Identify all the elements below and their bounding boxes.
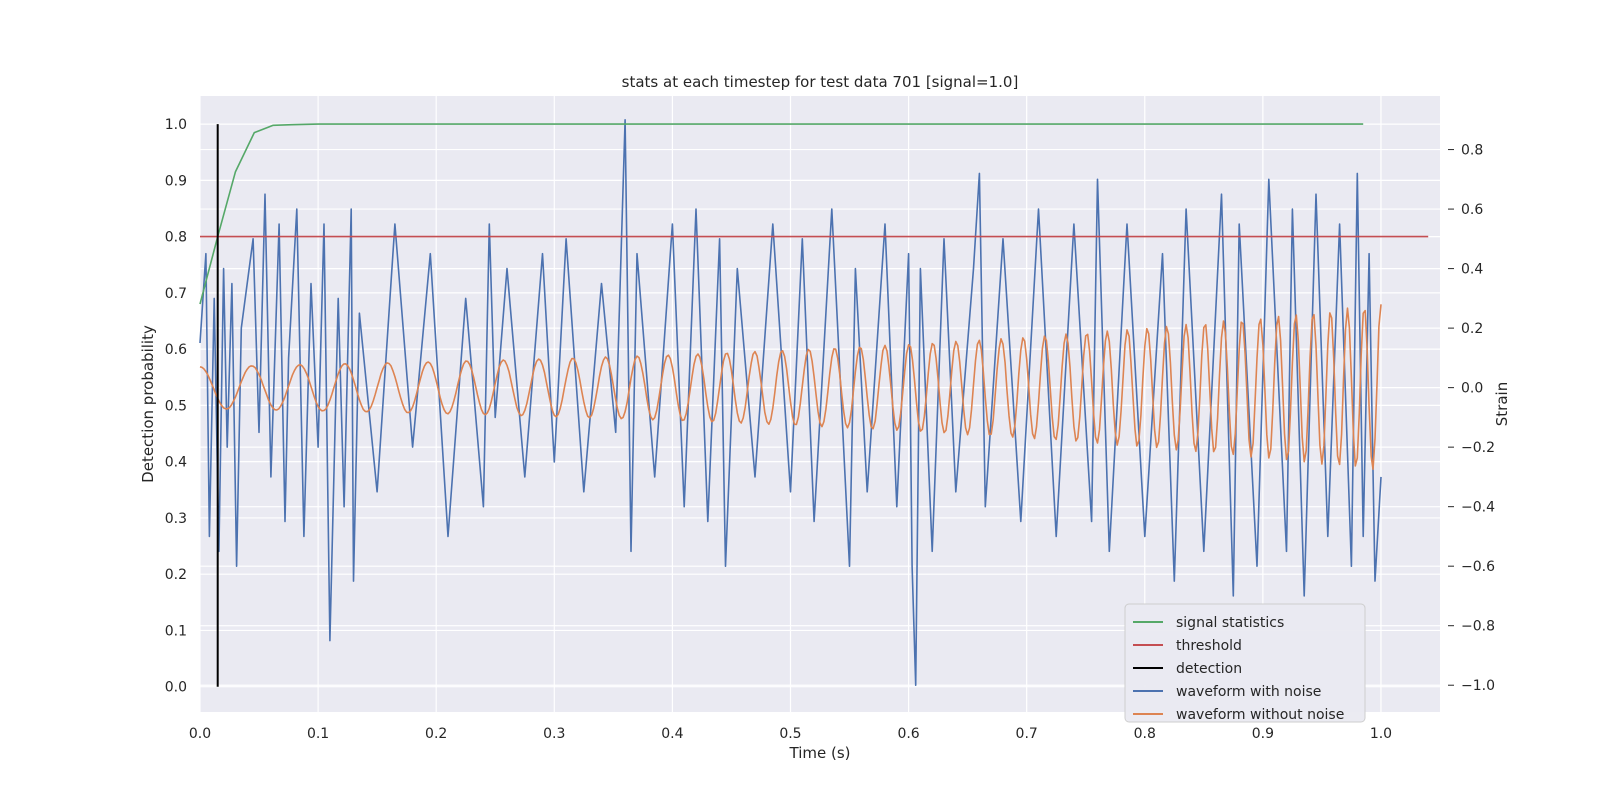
legend-label: threshold <box>1176 638 1242 654</box>
left-y-tick-label: 0.1 <box>165 623 187 639</box>
left-y-tick-label: 0.0 <box>165 680 187 696</box>
left-y-tick-label: 0.6 <box>165 342 187 358</box>
series-layer <box>199 119 1429 687</box>
chart-title: stats at each timestep for test data 701… <box>622 73 1019 91</box>
x-tick-label: 0.9 <box>1252 726 1274 742</box>
right-y-tick-label: 0.6 <box>1461 202 1483 218</box>
right-y-tick-label: 0.4 <box>1461 262 1483 278</box>
x-tick-label: 0.8 <box>1134 726 1156 742</box>
x-tick-label: 0.3 <box>543 726 565 742</box>
left-y-axis-title: Detection probability <box>139 325 157 483</box>
left-y-tick-label: 0.4 <box>165 455 187 471</box>
left-y-tick-label: 0.9 <box>165 173 187 189</box>
right-y-tick-label: −1.0 <box>1461 678 1495 694</box>
x-tick-label: 0.5 <box>779 726 801 742</box>
signal-statistics-line <box>199 123 1364 305</box>
right-y-tick-label: 0.8 <box>1461 143 1483 159</box>
left-y-tick-labels: 0.0 0.1 0.2 0.3 0.4 0.5 0.6 0.7 0.8 0.9 1.0 <box>165 117 187 696</box>
x-tick-labels: 0.0 0.1 0.2 0.3 0.4 0.5 0.6 0.7 0.8 0.9 1.0 <box>189 726 1392 742</box>
x-axis-title: Time (s) <box>789 744 851 762</box>
right-y-tick-label: −0.6 <box>1461 559 1495 575</box>
left-y-tick-label: 0.7 <box>165 286 187 302</box>
right-y-tick-label: 0.2 <box>1461 321 1483 337</box>
legend-label: signal statistics <box>1176 615 1284 631</box>
legend-box <box>1124 603 1366 723</box>
x-tick-label: 0.2 <box>425 726 447 742</box>
left-y-tick-label: 0.8 <box>165 230 187 246</box>
x-tick-label: 0.4 <box>661 726 683 742</box>
right-y-tick-label: −0.2 <box>1461 440 1495 456</box>
legend-label: waveform without noise <box>1176 707 1344 723</box>
right-y-tick-labels: −1.0 −0.8 −0.6 −0.4 −0.2 0.0 0.2 0.4 0.6 0.8 <box>1448 143 1495 694</box>
right-y-tick-label: −0.8 <box>1461 619 1495 635</box>
x-tick-label: 0.6 <box>897 726 919 742</box>
legend: signal statistics threshold detection wavef… <box>1124 603 1366 723</box>
right-y-tick-label: 0.0 <box>1461 381 1483 397</box>
legend-label: detection <box>1176 661 1242 677</box>
right-y-tick-label: −0.4 <box>1461 500 1495 516</box>
waveform-with-noise-line <box>199 119 1382 687</box>
left-y-tick-label: 1.0 <box>165 117 187 133</box>
x-tick-label: 0.0 <box>189 726 211 742</box>
legend-label: waveform with noise <box>1176 684 1321 700</box>
left-y-tick-label: 0.5 <box>165 398 187 414</box>
right-y-axis-title: Strain <box>1493 382 1511 426</box>
x-tick-label: 1.0 <box>1370 726 1392 742</box>
left-y-tick-label: 0.3 <box>165 511 187 527</box>
x-tick-label: 0.7 <box>1016 726 1038 742</box>
waveform-without-noise-line <box>199 304 1382 471</box>
left-y-tick-label: 0.2 <box>165 567 187 583</box>
x-tick-label: 0.1 <box>307 726 329 742</box>
